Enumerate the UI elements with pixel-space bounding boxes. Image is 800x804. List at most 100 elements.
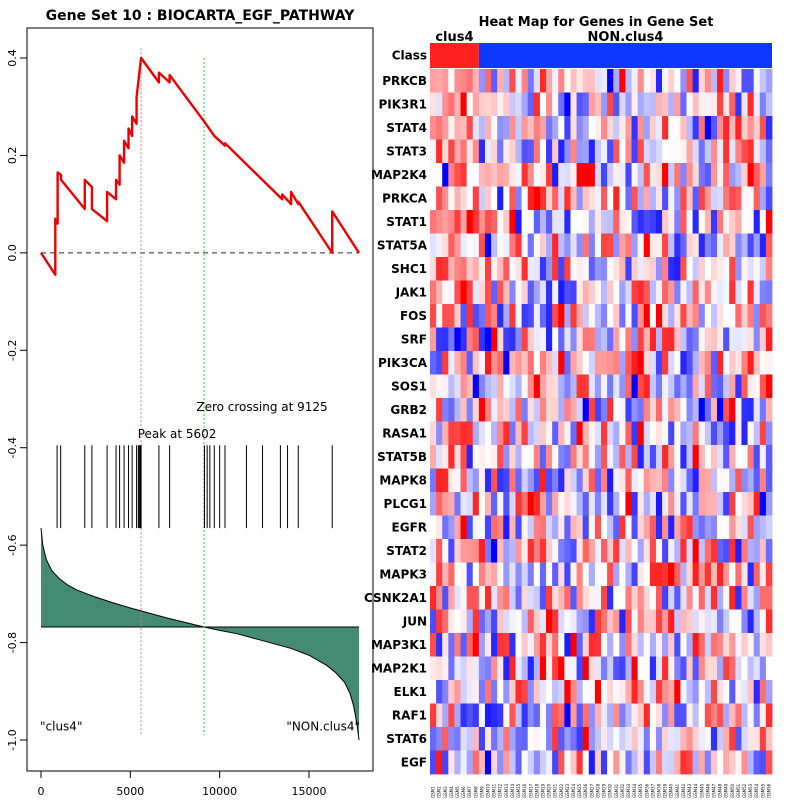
heatmap-cell: [497, 257, 504, 281]
heatmap-cell: [759, 680, 767, 704]
heatmap-cell: [497, 139, 504, 164]
heatmap-cell: [442, 609, 449, 634]
sample-label: GSM18: [534, 783, 539, 798]
heatmap-cell: [680, 468, 687, 493]
heatmap-cell: [717, 750, 724, 775]
y-tick-label: 0.2: [6, 147, 19, 165]
heatmap-cell: [460, 562, 468, 587]
heatmap-cell: [558, 515, 565, 540]
heatmap-cell: [558, 468, 565, 493]
heatmap-cell: [576, 280, 584, 305]
heatmap-cell: [436, 468, 443, 493]
heatmap-cell: [491, 398, 498, 422]
heatmap-cell: [607, 210, 614, 234]
sample-label: GSM56: [766, 783, 771, 798]
gene-label: MAP2K4: [371, 168, 427, 182]
heatmap-cell: [582, 69, 590, 93]
heatmap-cell: [484, 727, 492, 751]
heatmap-cell: [686, 750, 694, 775]
heatmap-cell: [515, 492, 523, 516]
heatmap-cell: [497, 633, 504, 657]
sample-label: GSM48: [718, 783, 723, 798]
heatmap-cell: [759, 703, 767, 728]
heatmap-cell: [637, 609, 645, 634]
heatmap-cell: [454, 562, 461, 587]
sample-label: GSM45: [699, 783, 704, 798]
heatmap-cell: [594, 562, 602, 587]
heatmap-cell: [643, 327, 651, 352]
heatmap-cell: [619, 539, 626, 563]
heatmap-cell: [478, 703, 486, 728]
heatmap-cell: [668, 257, 675, 281]
heatmap-cell: [655, 492, 663, 516]
heatmap-cell: [570, 92, 577, 117]
heatmap-cell: [503, 398, 510, 422]
heatmap-cell: [619, 586, 626, 610]
heatmap-cell: [546, 116, 553, 140]
heatmap-cell: [686, 609, 694, 634]
heatmap-cell: [478, 633, 486, 657]
heatmap-cell: [631, 609, 639, 634]
heatmap-cell: [539, 421, 547, 446]
heatmap-cell: [662, 609, 669, 634]
heatmap-cell: [723, 92, 730, 117]
heatmap-cell: [698, 656, 706, 681]
heatmap-cell: [698, 562, 706, 587]
heatmap-cell: [613, 304, 620, 328]
heatmap-cell: [662, 210, 669, 234]
heatmap-cell: [613, 750, 620, 775]
heatmap-cell: [594, 186, 602, 211]
class-bar-segment: [430, 43, 479, 68]
heatmap-cell: [448, 210, 455, 234]
heatmap-cell: [491, 116, 498, 140]
heatmap-cell: [527, 280, 535, 305]
heatmap-cell: [729, 492, 736, 516]
heatmap-cell: [680, 139, 687, 164]
heatmap-cell: [478, 750, 486, 775]
heatmap-cell: [539, 468, 547, 493]
heatmap-cell: [741, 633, 748, 657]
heatmap-cell: [765, 539, 773, 563]
heatmap-cell: [503, 139, 510, 164]
heatmap-cell: [607, 515, 614, 540]
heatmap-cell: [717, 351, 724, 375]
heatmap-cell: [662, 680, 669, 704]
heatmap-cell: [552, 163, 559, 187]
heatmap-cell: [729, 656, 736, 681]
heatmap-cell: [686, 468, 694, 493]
heatmap-cell: [509, 139, 516, 164]
heatmap-cell: [576, 703, 584, 728]
heatmap-cell: [723, 351, 730, 375]
heatmap-cell: [588, 374, 596, 399]
heatmap-cell: [582, 163, 590, 187]
heatmap-cell: [747, 609, 755, 634]
heatmap-cell: [442, 163, 449, 187]
heatmap-cell: [662, 633, 669, 657]
heatmap-cell: [680, 539, 687, 563]
heatmap-cell: [582, 257, 590, 281]
heatmap-cell: [521, 116, 529, 140]
heatmap-cell: [741, 727, 748, 751]
heatmap-cell: [747, 703, 755, 728]
heatmap-cell: [564, 727, 571, 751]
heatmap-cell: [601, 233, 608, 258]
heatmap-cell: [686, 492, 694, 516]
heatmap-cell: [533, 210, 541, 234]
heatmap-cell: [442, 515, 449, 540]
heatmap-cell: [668, 633, 675, 657]
heatmap-cell: [692, 374, 700, 399]
heatmap-cell: [497, 515, 504, 540]
heatmap-cell: [643, 586, 651, 610]
heatmap-cell: [643, 750, 651, 775]
heatmap-cell: [582, 233, 590, 258]
heatmap-cell: [704, 398, 712, 422]
heatmap-cell: [491, 186, 498, 211]
heatmap-cell: [454, 233, 461, 258]
heatmap-cell: [539, 539, 547, 563]
heatmap-cell: [521, 327, 529, 352]
heatmap-cell: [613, 210, 620, 234]
heatmap-cell: [704, 468, 712, 493]
heatmap-cell: [527, 468, 535, 493]
heatmap-cell: [637, 727, 645, 751]
heatmap-cell: [454, 116, 461, 140]
